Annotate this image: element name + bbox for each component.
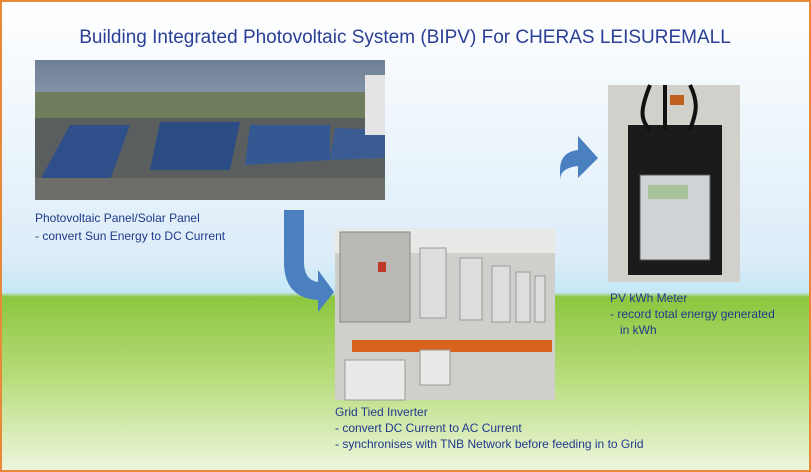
- component-note: - convert Sun Energy to DC Current: [35, 229, 226, 243]
- title: Building Integrated Photovoltaic System …: [79, 27, 731, 48]
- component-label: Grid Tied Inverter: [335, 405, 428, 419]
- component-note: in kWh: [620, 323, 657, 337]
- component-note: - synchronises with TNB Network before f…: [335, 437, 644, 451]
- component-note: - convert DC Current to AC Current: [335, 421, 522, 435]
- meter-photo: [608, 85, 740, 282]
- component-label: Photovoltaic Panel/Solar Panel: [35, 211, 200, 225]
- inverter-photo: [335, 228, 555, 400]
- slide: Building Integrated Photovoltaic System …: [0, 0, 811, 472]
- solar-photo: [35, 60, 385, 200]
- component-label: PV kWh Meter: [610, 291, 687, 305]
- component-note: - record total energy generated: [610, 307, 775, 321]
